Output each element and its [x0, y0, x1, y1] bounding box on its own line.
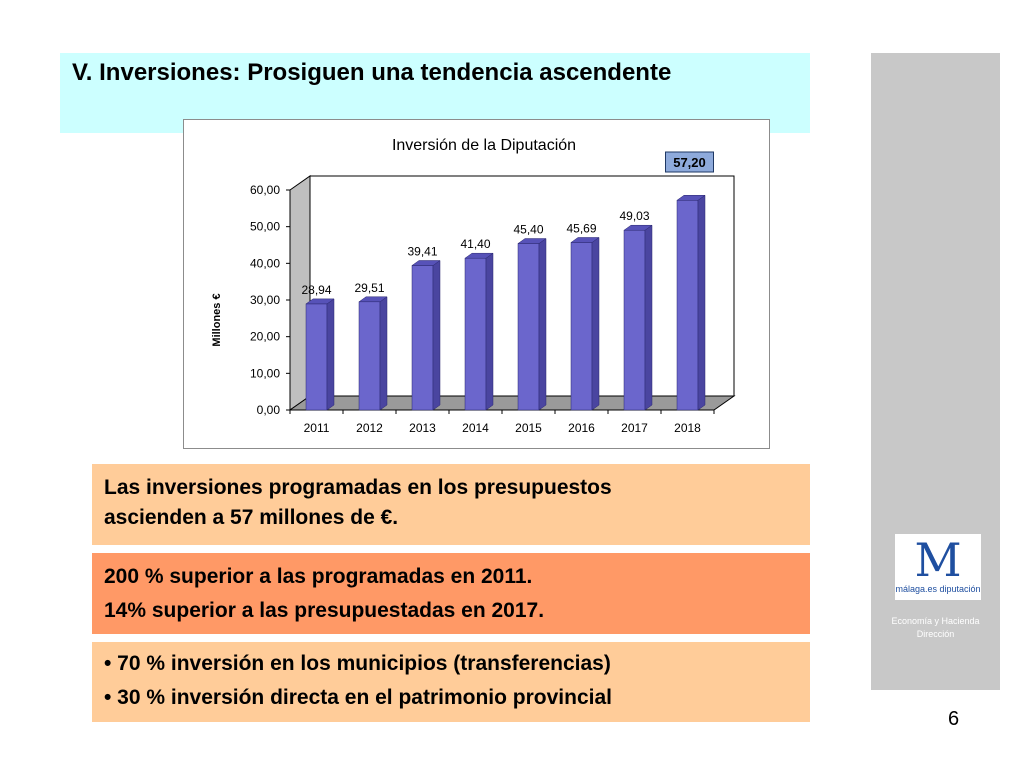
comparison-line-2: 14% superior a las presupuestadas en 201… [104, 599, 545, 622]
x-tick-label: 2016 [568, 421, 595, 435]
summary-line-2: ascienden a 57 millones de €. [104, 506, 399, 529]
bar-side-2011 [326, 298, 335, 411]
bar-top-2018 [676, 195, 706, 201]
bar-2017 [623, 229, 646, 411]
y-tick-label: 20,00 [250, 330, 280, 344]
comparison-box: 200 % superior a las programadas en 2011… [92, 553, 810, 634]
chart-title: Inversión de la Diputación [392, 137, 576, 154]
page-number: 6 [948, 708, 960, 730]
x-tick-label: 2015 [515, 421, 542, 435]
chart-floor [288, 395, 736, 411]
sidebar-panel: M málaga.es diputación Economía y Hacien… [871, 53, 1000, 690]
bar-side-2017 [644, 224, 653, 411]
breakdown-box: • 70 % inversión en los municipios (tran… [92, 642, 810, 722]
bar-2013 [411, 265, 434, 411]
bar-2016 [570, 242, 593, 411]
bar-2014 [464, 257, 487, 411]
bar-2015 [517, 243, 540, 411]
breakdown-item-1: • 70 % inversión en los municipios (tran… [104, 652, 611, 675]
summary-box: Las inversiones programadas en los presu… [92, 464, 810, 545]
y-tick-label: 50,00 [250, 220, 280, 234]
data-label: 45,69 [566, 221, 596, 235]
bar-side-2018 [697, 194, 706, 411]
bar-side-2014 [485, 252, 494, 411]
x-tick-label: 2013 [409, 421, 436, 435]
x-tick-label: 2012 [356, 421, 383, 435]
bar-top-2013 [411, 260, 441, 266]
y-tick-label: 40,00 [250, 256, 280, 270]
bar-top-2014 [464, 252, 494, 259]
bar-top-2017 [623, 224, 653, 231]
bar-side-2015 [538, 238, 547, 411]
slide-title: V. Inversiones: Prosiguen una tendencia … [72, 59, 672, 86]
x-tick-label: 2014 [462, 421, 489, 435]
summary-line-1: Las inversiones programadas en los presu… [104, 476, 612, 499]
y-tick-label: 10,00 [250, 366, 280, 380]
bar-2011 [305, 303, 328, 411]
department-caption: Economía y Hacienda [891, 616, 980, 626]
data-label: 49,03 [619, 209, 649, 223]
department-subcaption: Dirección [916, 629, 955, 639]
bar-side-2012 [379, 296, 388, 411]
y-tick-label: 30,00 [250, 293, 280, 307]
diputacion-logo: M málaga.es diputación [895, 534, 981, 600]
investment-chart: 0,00 10,00 20,00 30,00 40,00 50,00 60,00 Invers… [183, 119, 770, 449]
y-axis-label: Millones € [211, 293, 223, 346]
bar-2018 [676, 200, 699, 411]
x-tick-label: 2011 [304, 421, 330, 435]
logo-text: málaga.es diputación [895, 584, 981, 594]
bar-2012 [358, 301, 381, 411]
bar-chart-svg: 0,00 10,00 20,00 30,00 40,00 50,00 60,00 Invers… [211, 137, 736, 435]
x-tick-label: 2017 [621, 421, 648, 435]
y-tick-label: 0,00 [257, 403, 281, 417]
bar-top-2012 [358, 296, 388, 303]
data-label: 28,94 [301, 283, 331, 297]
data-label: 45,40 [513, 223, 543, 237]
bar-side-2013 [432, 260, 441, 411]
data-label: 39,41 [407, 244, 437, 258]
bar-top-2015 [517, 238, 547, 244]
bar-top-2011 [305, 298, 335, 305]
y-tick-label: 60,00 [250, 183, 280, 197]
x-tick-label: 2018 [674, 421, 701, 435]
bar-side-2016 [591, 236, 600, 411]
data-label: 57,20 [673, 155, 706, 170]
bar-top-2016 [570, 237, 600, 243]
breakdown-item-2: • 30 % inversión directa en el patrimoni… [104, 686, 612, 709]
data-label: 29,51 [354, 281, 384, 295]
comparison-line-1: 200 % superior a las programadas en 2011… [104, 565, 533, 588]
logo-letter: M [914, 533, 962, 587]
data-label: 41,40 [460, 237, 490, 251]
data-label-bg [665, 151, 714, 173]
